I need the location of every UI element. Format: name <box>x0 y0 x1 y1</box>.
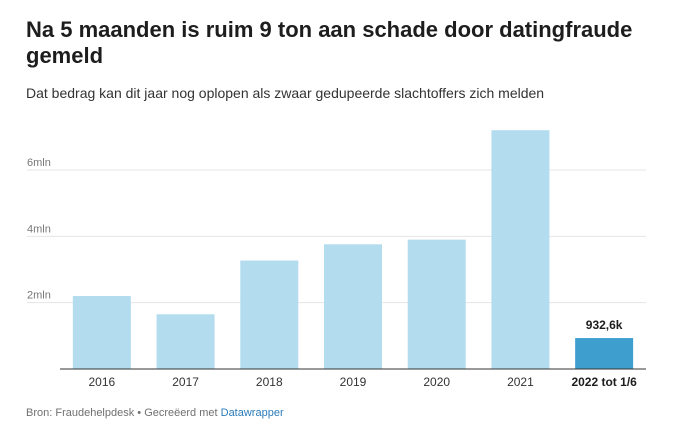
bar-2020 <box>407 239 466 369</box>
bar-2016 <box>72 296 131 369</box>
bar-2019 <box>324 244 382 369</box>
bar-value-label: 932,6k <box>586 318 623 332</box>
chart-footer: Bron: Fraudehelpdesk • Gecreëerd met Dat… <box>26 406 284 420</box>
x-tick-label: 2018 <box>256 375 283 389</box>
x-tick-label: 2016 <box>89 375 116 389</box>
y-tick-label: 4mln <box>27 223 51 235</box>
bars <box>60 130 646 370</box>
chart-subtitle: Dat bedrag kan dit jaar nog oplopen als … <box>26 85 545 101</box>
labels: 2mln 4mln 6mln 2016 2017 2018 2019 2020 2021 2022… <box>27 157 637 389</box>
bar-2021 <box>491 130 550 369</box>
x-tick-label: 2017 <box>172 375 199 389</box>
source-text: Bron: Fraudehelpdesk • Gecreëerd met <box>26 407 221 419</box>
x-tick-label: 2020 <box>423 375 450 389</box>
x-tick-label: 2021 <box>507 375 534 389</box>
x-tick-label: 2022 tot 1/6 <box>571 375 637 389</box>
bar-chart: 2mln 4mln 6mln 2016 2017 2018 2019 2020 2021 2022… <box>27 130 646 389</box>
x-tick-label: 2019 <box>340 375 367 389</box>
datawrapper-link[interactable]: Datawrapper <box>220 407 284 419</box>
bar-2017 <box>156 314 215 369</box>
y-tick-label: 2mln <box>27 290 51 302</box>
y-tick-label: 6mln <box>27 157 51 169</box>
chart-title: Na 5 maanden is ruim 9 ton aan schade do… <box>26 17 633 68</box>
bar-2022-tot-1-6 <box>575 338 634 369</box>
bar-2018 <box>240 260 299 369</box>
